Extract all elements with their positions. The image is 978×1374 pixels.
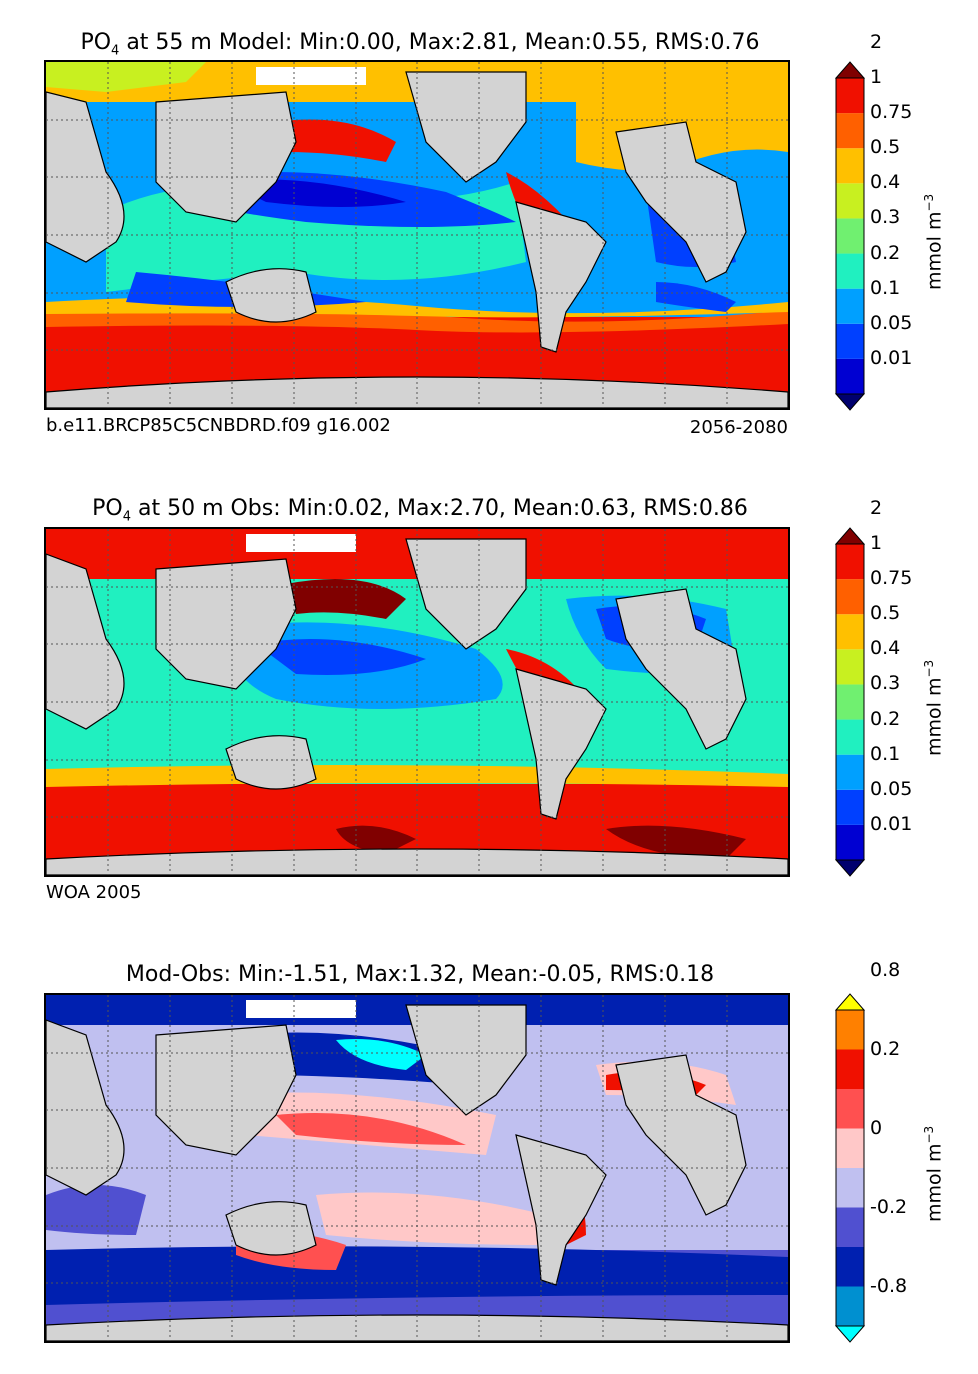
colorbar-tick-label: 0.4: [870, 637, 901, 660]
colorbar-tick-label: 0.01: [870, 812, 913, 835]
colorbar-extend-min: [834, 859, 866, 877]
colorbar-tick-label: -0.2: [870, 1195, 908, 1218]
colorbar-tick-label: 0.2: [870, 1037, 901, 1060]
colorbar-tick-label: 0.01: [870, 346, 913, 369]
colorbar-tick-label: 0.3: [870, 206, 901, 229]
colorbar-segment: [836, 1089, 864, 1129]
colorbar-outline: [835, 543, 865, 861]
colorbar-segment: [836, 218, 864, 254]
colorbar-segment: [836, 113, 864, 149]
colorbar-tick-label: 1: [870, 532, 883, 554]
colorbar-segment: [836, 579, 864, 615]
colorbar-segment: [836, 323, 864, 359]
colorbar-tick-label: 0.05: [870, 777, 913, 800]
colorbar-extend-max: [834, 527, 866, 545]
colorbar-tick-label: 0: [870, 1116, 883, 1139]
colorbar-tick-label: 0.1: [870, 742, 901, 765]
colorbar-segment: [836, 1049, 864, 1089]
colorbar-outline: [835, 77, 865, 395]
colorbar-tick-label: 0.1: [870, 276, 901, 299]
panel2-units-label: mmol m−3: [922, 659, 946, 756]
colorbar-svg: [834, 61, 866, 411]
colorbar-segment: [836, 253, 864, 289]
colorbar-segment: [836, 1168, 864, 1208]
panel3-title: Mod-Obs: Min:-1.51, Max:1.32, Mean:-0.05…: [125, 962, 715, 987]
panel1-map-svg: [46, 62, 788, 408]
colorbar-extend-max: [834, 61, 866, 79]
colorbar-segment: [836, 183, 864, 219]
colorbar-segment: [836, 148, 864, 184]
colorbar-svg: [834, 993, 866, 1343]
colorbar-svg: [834, 527, 866, 877]
colorbar-segment: [836, 358, 864, 394]
colorbar-tick-label: 0.8: [870, 958, 901, 981]
colorbar-segment: [836, 754, 864, 790]
colorbar-extend-min: [834, 1325, 866, 1343]
colorbar-tick-label: 0.75: [870, 101, 913, 124]
colorbar-segment: [836, 1010, 864, 1050]
panel1-colorbar: [834, 61, 870, 411]
panel3-map-svg: [46, 995, 788, 1341]
colorbar-segment: [836, 1286, 864, 1326]
colorbar-segment: [836, 544, 864, 580]
panel1-map: [44, 60, 790, 410]
colorbar-extend-min: [834, 393, 866, 411]
colorbar-tick-label: 0.3: [870, 672, 901, 695]
panel2-map-svg: [46, 529, 788, 875]
colorbar-tick-label: 0.2: [870, 241, 901, 264]
colorbar-segment: [836, 719, 864, 755]
panel1-case-name: b.e11.BRCP85C5CNBDRD.f09 g16.002: [46, 415, 391, 436]
panel2-dataset-name: WOA 2005: [46, 882, 142, 903]
colorbar-tick-label: 0.2: [870, 707, 901, 730]
panel1-years: 2056-2080: [689, 417, 788, 438]
colorbar-segment: [836, 649, 864, 685]
panel1-units-label: mmol m−3: [922, 193, 946, 290]
colorbar-segment: [836, 824, 864, 860]
panel3-colorbar: [834, 993, 870, 1343]
colorbar-segment: [836, 614, 864, 650]
colorbar-tick-label: 0.5: [870, 136, 901, 159]
colorbar-segment: [836, 1207, 864, 1247]
panel1-title: PO4 at 55 m Model: Min:0.00, Max:2.81, M…: [80, 30, 760, 59]
colorbar-tick-label: 1: [870, 66, 883, 88]
panel3-map: [44, 993, 790, 1343]
colorbar-tick-label: 0.05: [870, 311, 913, 334]
colorbar-outline: [835, 1009, 865, 1327]
panel2-map: [44, 527, 790, 877]
colorbar-segment: [836, 684, 864, 720]
panel2-title: PO4 at 50 m Obs: Min:0.02, Max:2.70, Mea…: [92, 496, 748, 525]
panel2-colorbar: [834, 527, 870, 877]
colorbar-extend-max: [834, 993, 866, 1011]
colorbar-tick-label: 0.4: [870, 171, 901, 194]
colorbar-tick-label: 0.5: [870, 602, 901, 625]
colorbar-tick-label: 0.75: [870, 567, 913, 590]
colorbar-segment: [836, 789, 864, 825]
colorbar-segment: [836, 288, 864, 324]
panel3-units-label: mmol m−3: [922, 1125, 946, 1222]
colorbar-segment: [836, 78, 864, 114]
colorbar-tick-label: -0.8: [870, 1274, 908, 1297]
colorbar-segment: [836, 1247, 864, 1287]
colorbar-tick-label: 2: [870, 30, 883, 53]
colorbar-tick-label: 2: [870, 496, 883, 519]
colorbar-segment: [836, 1128, 864, 1168]
